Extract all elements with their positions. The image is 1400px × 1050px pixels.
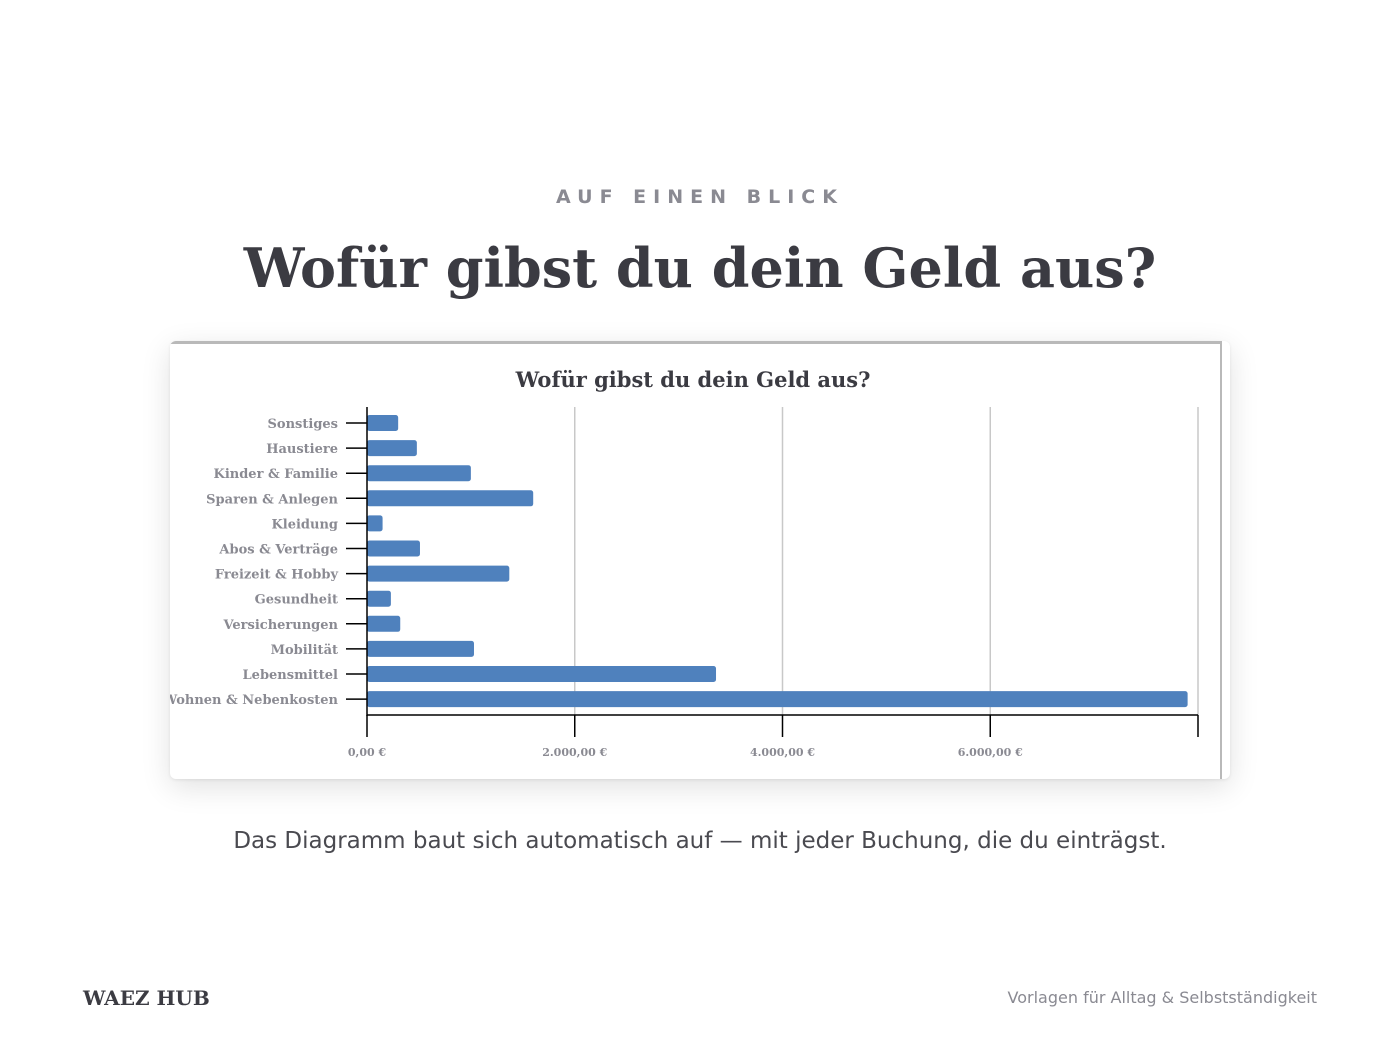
card-top-border <box>170 341 1222 344</box>
x-tick-label: 4.000,00 € <box>750 746 815 759</box>
category-label: Gesundheit <box>255 593 338 608</box>
chart-caption: Das Diagramm baut sich automatisch auf —… <box>233 828 1167 854</box>
page-title: Wofür gibst du dein Geld aus? <box>243 236 1157 300</box>
category-label: Mobilität <box>271 643 338 658</box>
card-right-border <box>1220 344 1222 779</box>
bar-4 <box>367 515 383 532</box>
category-label: Haustiere <box>266 442 338 457</box>
chart-card: Wofür gibst du dein Geld aus? Sonstiges H… <box>170 341 1230 779</box>
bar-0 <box>367 415 399 431</box>
bar-8 <box>367 615 401 632</box>
bar-6 <box>367 565 510 582</box>
category-label: Freizeit & Hobby <box>215 568 339 583</box>
category-label: Sparen & Anlegen <box>206 492 338 507</box>
eyebrow-label: AUF EINEN BLICK <box>556 186 844 208</box>
category-label: Wohnen & Nebenkosten <box>170 693 339 708</box>
chart-title: Wofür gibst du dein Geld aus? <box>515 367 871 392</box>
bar-1 <box>367 440 417 457</box>
category-label: Sonstiges <box>268 417 338 432</box>
category-label: Lebensmittel <box>243 668 339 683</box>
brand-logo: WAEZ HUB <box>83 986 210 1010</box>
category-label: Kleidung <box>271 517 338 532</box>
category-label: Kinder & Familie <box>214 467 338 482</box>
bar-7 <box>367 590 391 607</box>
footer-tagline: Vorlagen für Alltag & Selbstständigkeit <box>1007 988 1317 1007</box>
category-label: Versicherungen <box>223 618 339 633</box>
bar-2 <box>367 465 471 482</box>
bar-5 <box>367 540 420 557</box>
x-tick-label: 0,00 € <box>348 746 387 759</box>
bar-3 <box>367 490 534 507</box>
category-label: Abos & Verträge <box>218 543 338 558</box>
x-tick-label: 2.000,00 € <box>542 746 607 759</box>
bar-9 <box>367 640 474 657</box>
bar-10 <box>367 666 717 682</box>
bar-11 <box>367 691 1188 708</box>
x-tick-label: 6.000,00 € <box>958 746 1023 759</box>
bar-chart: Wofür gibst du dein Geld aus? Sonstiges H… <box>170 367 1199 759</box>
